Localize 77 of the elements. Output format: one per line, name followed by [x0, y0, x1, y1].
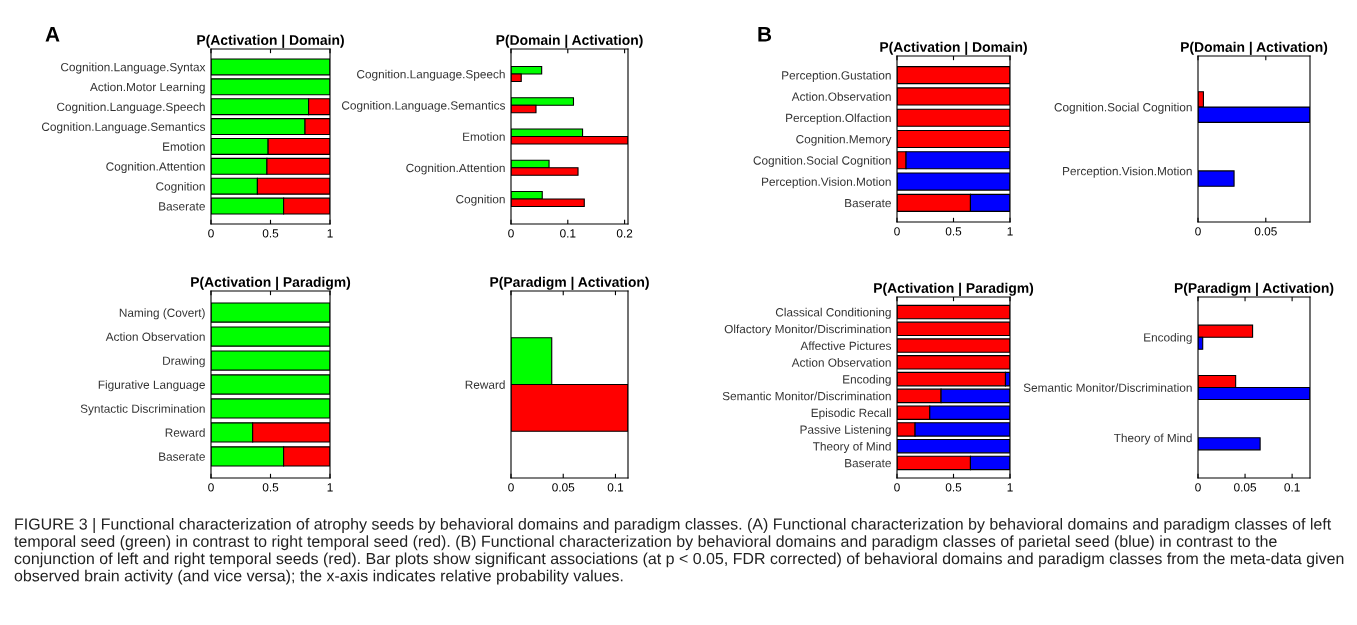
x-tick-label: 0 — [894, 227, 900, 236]
y-tick-label: Theory of Mind — [812, 441, 891, 453]
y-tick-label: Semantic Monitor/Discrimination — [722, 391, 891, 401]
x-tick-label: 0.1 — [607, 483, 624, 492]
y-tick-label: Cognition.Language.Syntax — [61, 62, 206, 74]
chart-title: P(Activation | Domain) — [880, 41, 1027, 55]
x-tick-label: 1 — [327, 229, 333, 238]
y-tick-label: Semantic Monitor/Discrimination — [1023, 383, 1192, 392]
y-tick-label: Classical Conditioning — [775, 307, 891, 319]
x-tick-label: 0.1 — [560, 229, 576, 238]
y-tick-label: Cognition.Social Cognition — [753, 156, 891, 168]
y-tick-label: Perception.Vision.Motion — [762, 177, 891, 189]
y-tick-label: Cognition.Attention — [406, 163, 505, 175]
text: A — [45, 27, 60, 42]
y-tick-label: Perception.Olfaction — [786, 113, 891, 125]
chart-title: P(Paradigm | Activation) — [490, 276, 649, 290]
x-tick-label: 0.5 — [262, 229, 279, 238]
y-tick-label: Perception.Vision.Motion — [1063, 166, 1192, 178]
y-tick-label: Cognition.Attention — [106, 162, 205, 174]
caption: FIGURE 3 | Functional characterization of atrophy seeds by behavioral domains and paradigm classes. (A) Functional characterization by behavioral domains and paradigm classes of left temporal seed (green) in contrast to right temporal seed (red). (B) Functional characterization by behavioral domains and paradigm classes of parietal seed (blue) in contrast to the conjunction of left and right temporal seeds (red). Bar plots show significant associations (at p < 0.05, FDR corrected) of behavioral domains and paradigm classes from the meta-data given observed brain activity (and vice versa); the x-axis indicates relative probability values. — [14, 518, 1344, 585]
chart-title: P(Activation | Paradigm) — [191, 276, 351, 290]
chart-title: P(Paradigm | Activation) — [1174, 282, 1334, 296]
y-tick-label: Naming (Covert) — [119, 308, 205, 320]
y-tick-label: Encoding — [843, 374, 891, 386]
y-tick-label: Baserate — [159, 202, 205, 211]
y-tick-label: Cognition.Language.Semantics — [41, 122, 206, 134]
y-tick-label: Reward — [165, 428, 205, 437]
y-tick-label: Passive Listening — [800, 425, 891, 437]
x-tick-label: 0 — [208, 229, 214, 238]
y-tick-label: Action.Motor Learning — [89, 82, 205, 94]
y-tick-label: Action Observation — [791, 358, 891, 367]
y-tick-label: Theory of Mind — [1113, 433, 1192, 445]
chart-title: P(Domain | Activation) — [1181, 41, 1328, 55]
x-tick-label: 0.05 — [1234, 483, 1257, 492]
x-tick-label: 0.5 — [945, 227, 962, 236]
x-tick-label: 0 — [508, 229, 514, 238]
text: B — [758, 27, 772, 42]
y-tick-label: Cognition — [456, 194, 505, 206]
x-tick-label: 0.5 — [262, 483, 279, 492]
y-tick-label: Reward — [465, 380, 505, 389]
x-tick-label: 1 — [327, 483, 333, 492]
y-tick-label: Cognition.Social Cognition — [1054, 102, 1192, 114]
x-tick-label: 0.05 — [1254, 227, 1277, 236]
x-tick-label: 0 — [1195, 483, 1201, 492]
y-tick-label: Cognition.Language.Speech — [357, 69, 505, 81]
y-tick-label: Affective Pictures — [800, 341, 892, 350]
x-tick-label: 0.5 — [945, 483, 962, 492]
y-tick-label: Cognition.Language.Speech — [57, 102, 205, 114]
y-tick-label: Figurative Language — [98, 380, 205, 392]
y-tick-label: Cognition.Language.Semantics — [341, 100, 506, 112]
y-tick-label: Baserate — [159, 452, 205, 461]
chart-title: P(Domain | Activation) — [496, 34, 643, 48]
x-tick-label: 0.2 — [616, 229, 633, 238]
x-tick-label: 0.05 — [552, 483, 575, 492]
y-tick-label: Encoding — [1144, 332, 1192, 344]
y-tick-label: Action.Observation — [791, 92, 891, 101]
x-tick-label: 0 — [1195, 227, 1201, 236]
x-tick-label: 0 — [894, 483, 900, 492]
y-tick-label: Emotion — [163, 142, 205, 151]
y-tick-label: Olfactory Monitor/Discrimination — [724, 324, 891, 336]
y-tick-label: Perception.Gustation — [782, 70, 891, 82]
x-tick-label: 0 — [208, 483, 214, 492]
y-tick-label: Action Observation — [105, 332, 205, 341]
y-tick-label: Drawing — [163, 356, 205, 368]
y-tick-label: Cognition — [156, 181, 205, 193]
x-tick-label: 0 — [508, 483, 514, 492]
x-tick-label: 1 — [1007, 483, 1013, 492]
y-tick-label: Emotion — [463, 132, 505, 141]
y-tick-label: Cognition.Memory — [796, 134, 892, 146]
y-tick-label: Baserate — [845, 199, 891, 208]
y-tick-label: Syntactic Discrimination — [80, 404, 205, 416]
y-tick-label: Episodic Recall — [811, 408, 891, 420]
chart-title: P(Activation | Domain) — [197, 34, 344, 48]
y-tick-label: Baserate — [845, 459, 891, 468]
x-tick-label: 0.1 — [1284, 483, 1300, 492]
chart-title: P(Activation | Paradigm) — [874, 282, 1034, 296]
x-tick-label: 1 — [1007, 227, 1013, 236]
